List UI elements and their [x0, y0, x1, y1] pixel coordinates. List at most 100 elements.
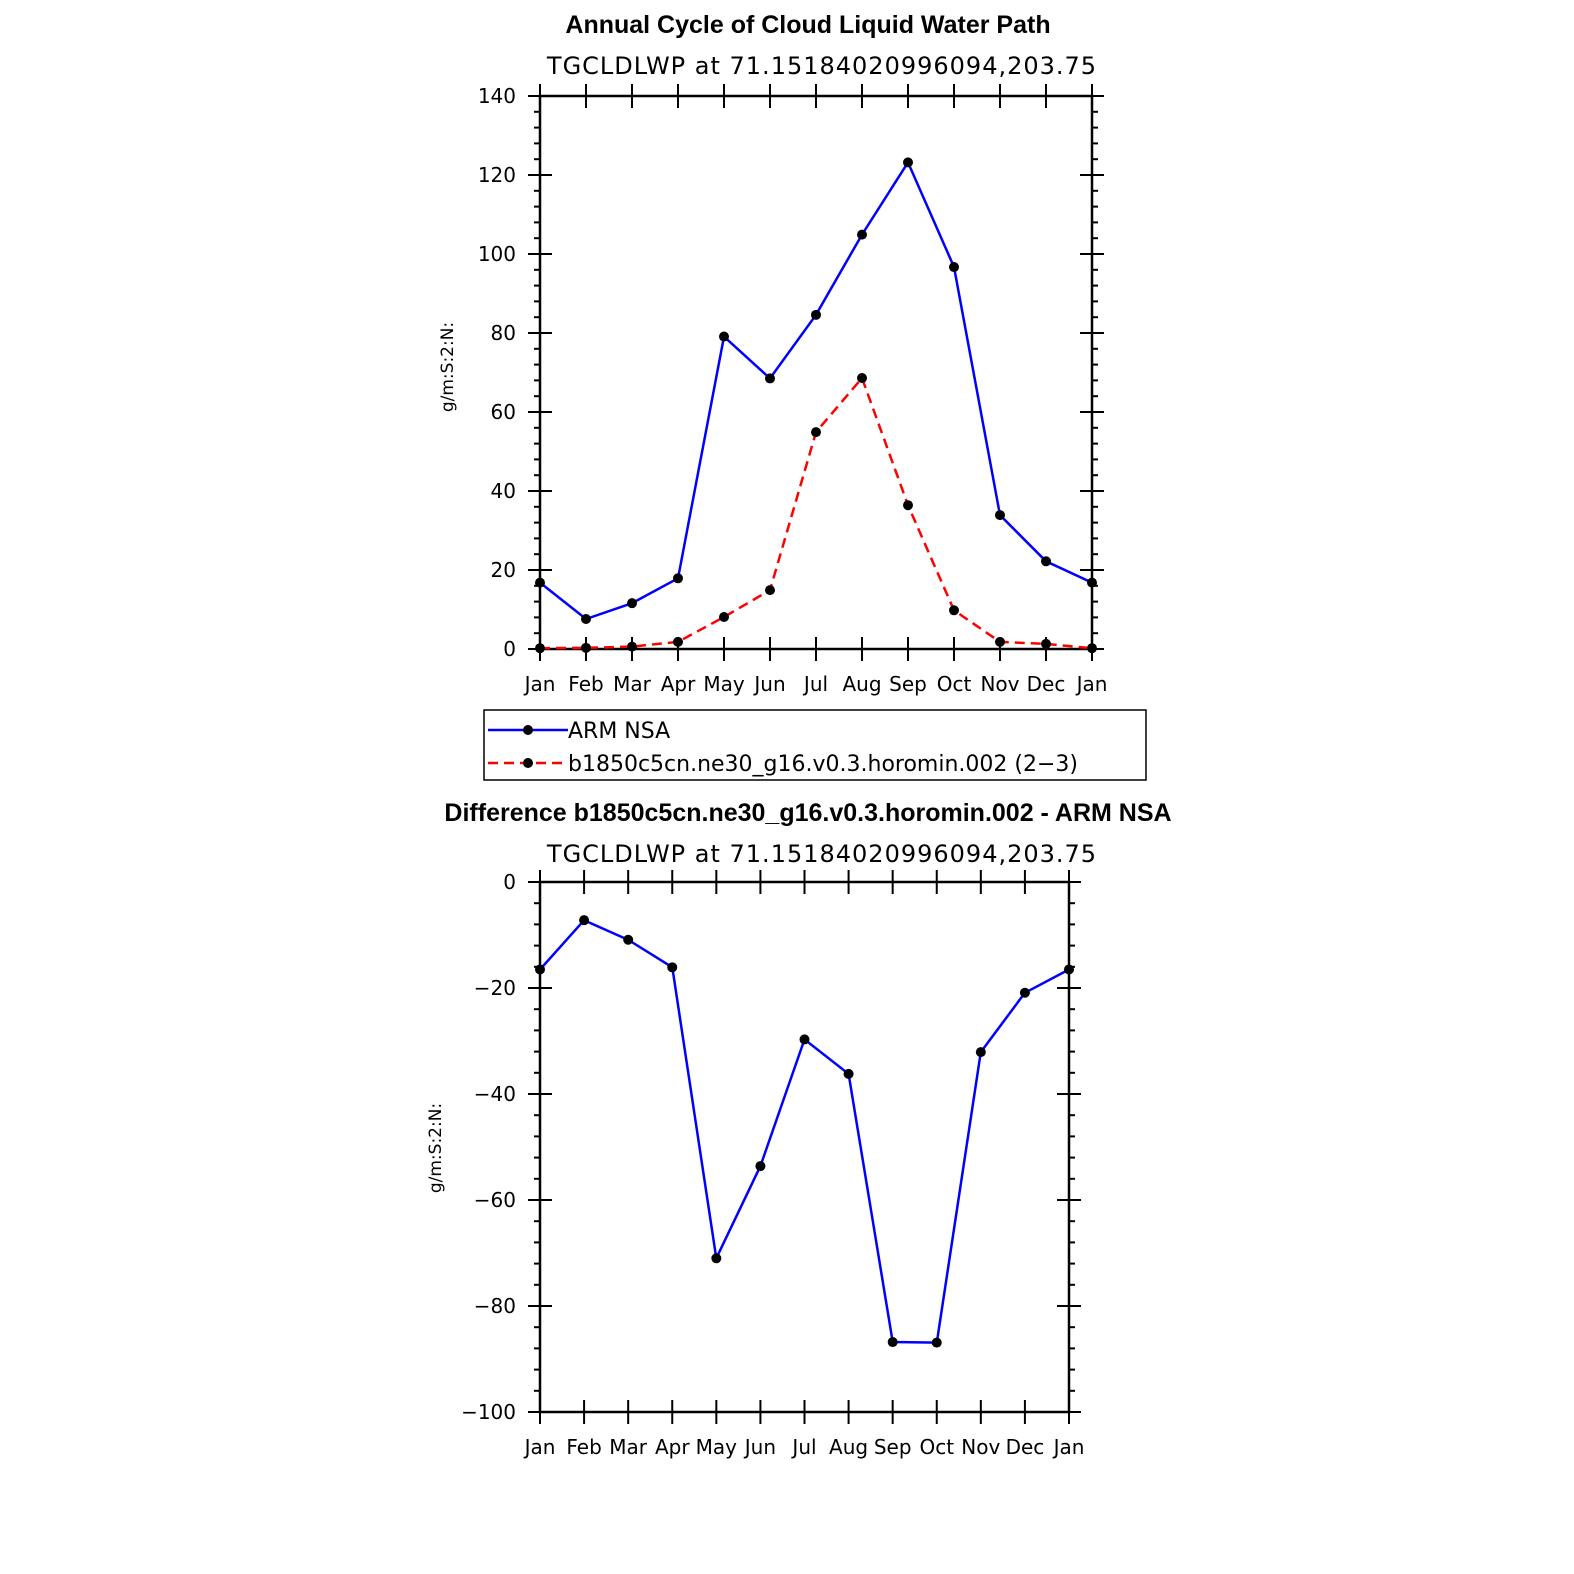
data-point — [765, 373, 775, 384]
legend-label-model: b1850c5cn.ne30_g16.v0.3.horomin.002 (2−3… — [568, 752, 1078, 777]
series-line-0 — [539, 159, 1093, 621]
data-point — [975, 1047, 986, 1058]
data-point — [949, 262, 959, 273]
data-point — [1064, 964, 1074, 975]
x-tick-label: Oct — [919, 1435, 954, 1459]
data-point — [667, 962, 678, 973]
x-tick-label: Jan — [523, 1435, 556, 1459]
data-point — [857, 373, 867, 384]
data-point — [535, 964, 545, 975]
data-point — [887, 1337, 898, 1348]
data-point — [755, 1161, 766, 1172]
x-tick-label: Feb — [566, 1435, 601, 1459]
x-tick-label: Jan — [1075, 672, 1108, 696]
data-point — [903, 157, 913, 168]
y-tick-label: 140 — [478, 84, 516, 108]
diff-plot-area: −100 −80 −60 −40 −20 0 Jan Feb Mar Apr May Jun Jul Au… — [461, 870, 1084, 1459]
data-point — [627, 598, 637, 609]
data-point — [799, 1034, 810, 1045]
legend-marker-model — [523, 758, 533, 768]
legend: ARM NSA b1850c5cn.ne30_g16.v0.3.horomin.… — [483, 709, 1147, 781]
legend-label-arm: ARM NSA — [568, 719, 670, 744]
data-point — [1087, 643, 1097, 654]
x-tick-label: Mar — [609, 1435, 648, 1459]
data-point — [627, 641, 637, 652]
x-tick-label: Aug — [842, 672, 881, 696]
data-point — [1019, 987, 1030, 998]
diff-chart-subtitle: TGCLDLWP at 71.1518402099609​4,203.75 — [546, 840, 1097, 868]
data-point — [719, 612, 729, 623]
data-point — [1041, 638, 1051, 649]
y-tick-label: 80 — [491, 321, 516, 345]
data-point — [581, 613, 591, 624]
data-point — [623, 934, 634, 945]
x-tick-label: Jul — [790, 1435, 816, 1459]
x-tick-label: Jun — [752, 672, 785, 696]
x-tick-label: Apr — [655, 1435, 690, 1459]
y-tick-label: −80 — [474, 1294, 516, 1318]
legend-marker-arm — [523, 725, 533, 735]
y-tick-label: 0 — [503, 870, 516, 894]
data-point — [903, 500, 913, 511]
data-point — [765, 585, 775, 596]
data-point — [1041, 556, 1051, 567]
x-tick-label: Aug — [829, 1435, 868, 1459]
data-point — [535, 577, 545, 588]
x-tick-label: Jan — [1052, 1435, 1085, 1459]
y-tick-label: 60 — [491, 400, 516, 424]
chart-title: Annual Cycle of Cloud Liquid Water Path — [565, 11, 1050, 39]
plot-area: 0 20 40 60 80 100 120 140 Jan Feb Mar Apr May Jun Jul A… — [478, 84, 1108, 696]
x-tick-label: Mar — [613, 672, 652, 696]
y-axis-label: g/m:S:2:N: — [438, 322, 458, 412]
data-point — [811, 309, 821, 320]
y-tick-label: 40 — [491, 479, 516, 503]
x-tick-label: Dec — [1006, 1435, 1045, 1459]
y-tick-label: 100 — [478, 242, 516, 266]
legend-box — [483, 709, 1147, 781]
x-tick-label: Sep — [874, 1435, 912, 1459]
x-tick-label: Jun — [743, 1435, 776, 1459]
y-tick-label: 20 — [491, 558, 516, 582]
x-tick-label: Nov — [961, 1435, 1000, 1459]
x-tick-label: Dec — [1027, 672, 1066, 696]
data-point — [581, 642, 591, 653]
data-point — [811, 427, 821, 438]
chart-subtitle: TGCLDLWP at 71.1518402099609​4,203.75 — [546, 52, 1097, 80]
x-tick-label: Oct — [937, 672, 972, 696]
x-tick-label: May — [703, 672, 745, 696]
data-point — [535, 643, 545, 654]
diff-chart-title: Difference b1850c5cn.ne30_g16.v0.3.horom… — [444, 799, 1171, 827]
difference-chart: Difference b1850c5cn.ne30_g16.v0.3.horom… — [426, 799, 1172, 1459]
x-tick-label: Jan — [523, 672, 556, 696]
y-tick-label: −100 — [461, 1400, 516, 1424]
data-point — [931, 1337, 942, 1348]
x-tick-label: May — [696, 1435, 738, 1459]
data-point — [857, 229, 867, 240]
data-point — [719, 331, 729, 342]
y-tick-label: −60 — [474, 1188, 516, 1212]
data-point — [711, 1253, 722, 1264]
y-tick-label: 0 — [503, 637, 516, 661]
plot-frame — [538, 94, 1094, 651]
x-tick-label: Feb — [568, 672, 603, 696]
y-tick-label: −40 — [474, 1082, 516, 1106]
data-point — [995, 510, 1005, 521]
data-point — [995, 636, 1005, 647]
series-line-0 — [539, 918, 1070, 1344]
data-point — [949, 605, 959, 616]
data-point — [673, 636, 683, 647]
data-point — [579, 915, 590, 926]
y-tick-label: −20 — [474, 976, 516, 1000]
x-tick-label: Apr — [661, 672, 696, 696]
data-point — [1087, 577, 1097, 588]
y-tick-label: 120 — [478, 163, 516, 187]
plot-frame — [538, 880, 1071, 1414]
data-point — [843, 1068, 854, 1079]
annual-cycle-chart: Annual Cycle of Cloud Liquid Water Path … — [438, 11, 1107, 696]
x-tick-label: Jul — [802, 672, 828, 696]
diff-y-axis-label: g/m:S:2:N: — [426, 1103, 446, 1193]
x-tick-label: Nov — [980, 672, 1019, 696]
x-tick-label: Sep — [889, 672, 927, 696]
data-point — [673, 573, 683, 584]
